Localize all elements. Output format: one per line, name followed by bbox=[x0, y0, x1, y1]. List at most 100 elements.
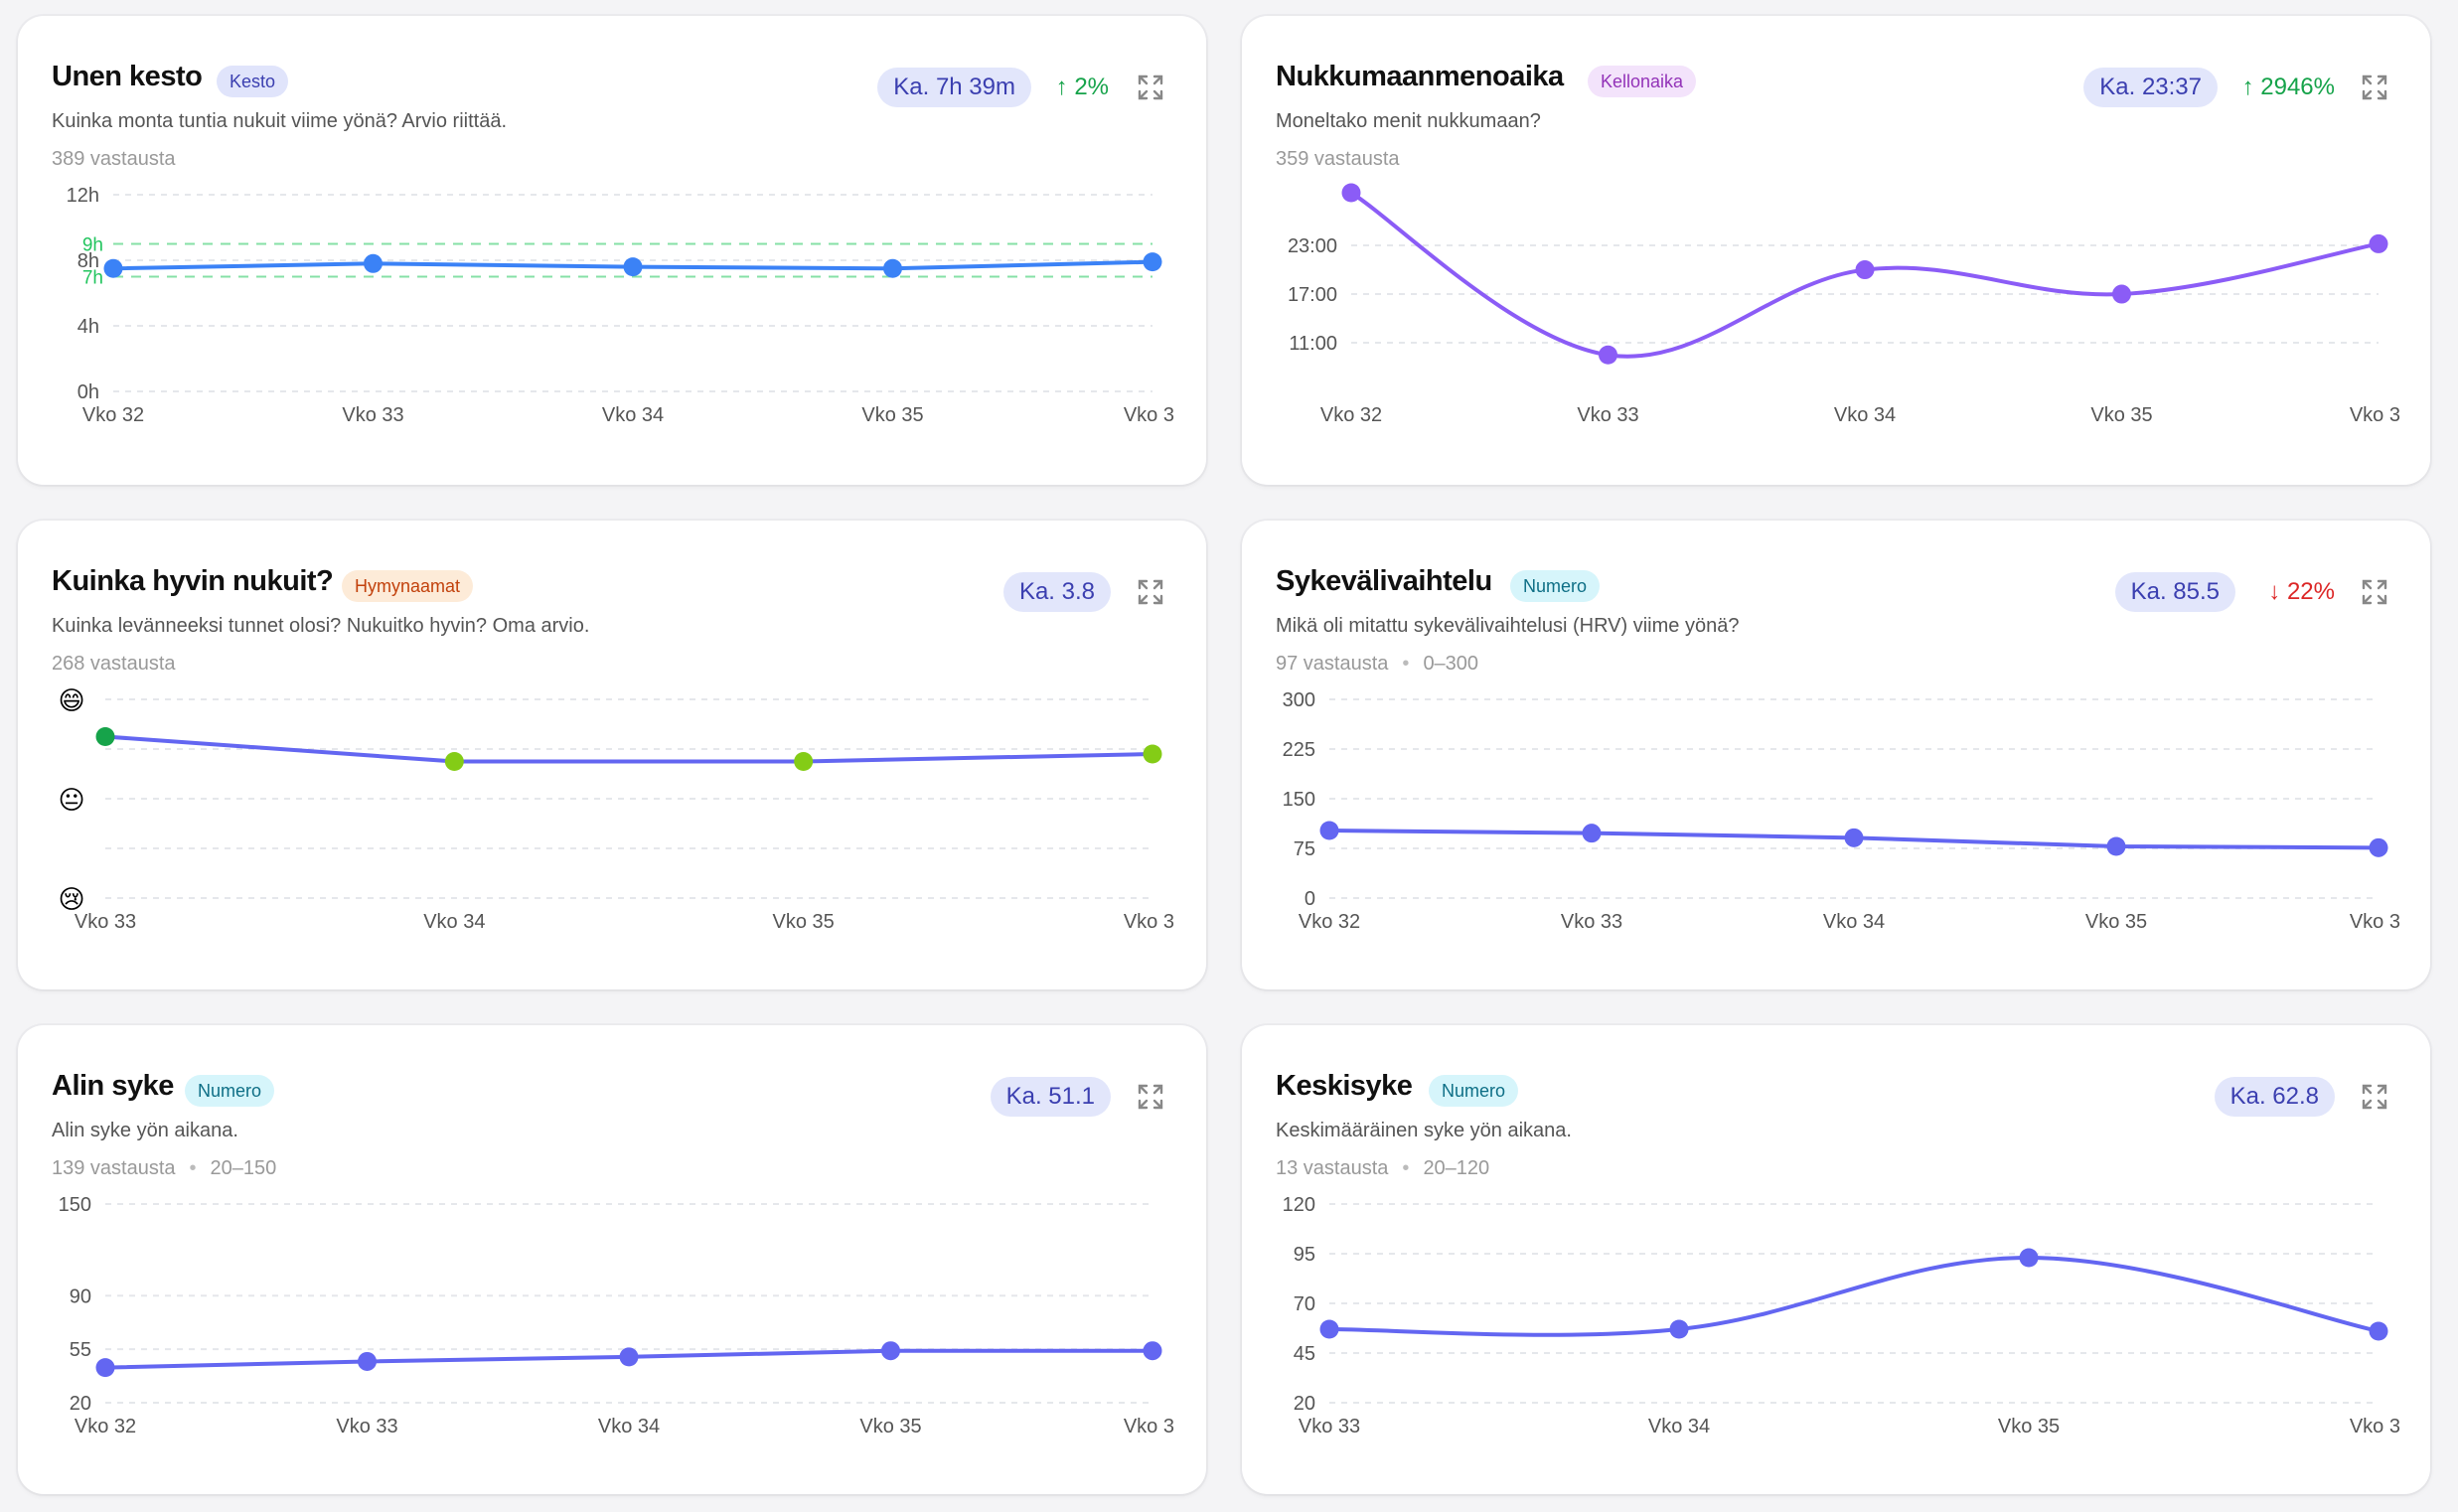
trend-value: 2% bbox=[1074, 74, 1109, 100]
data-point[interactable] bbox=[2369, 837, 2388, 857]
data-point[interactable] bbox=[1143, 744, 1162, 764]
data-point[interactable] bbox=[444, 752, 464, 771]
card-title: Sykevälivaihtelu bbox=[1276, 565, 1492, 597]
data-point[interactable] bbox=[1143, 252, 1162, 272]
data-point[interactable] bbox=[1669, 1319, 1689, 1339]
y-tick-label: 70 bbox=[1294, 1293, 1315, 1315]
data-point[interactable] bbox=[2019, 1248, 2039, 1268]
x-tick-label: Vko 3 bbox=[1124, 911, 1174, 933]
chart-card-average-heart-rate: Keskisyke Numero Keskimääräinen syke yön… bbox=[1242, 1025, 2430, 1494]
series-line bbox=[1327, 1255, 2381, 1337]
separator-dot: • bbox=[189, 1157, 197, 1179]
data-point[interactable] bbox=[1319, 1319, 1339, 1339]
x-tick-label: Vko 33 bbox=[336, 1416, 397, 1437]
y-tick-label: 20 bbox=[1294, 1393, 1315, 1415]
x-tick-label: Vko 33 bbox=[1299, 1416, 1360, 1437]
data-point[interactable] bbox=[1844, 828, 1864, 847]
data-point[interactable] bbox=[1582, 824, 1602, 843]
card-meta: 97 vastausta • 0–300 bbox=[1276, 653, 1478, 676]
x-tick-label: Vko 35 bbox=[2090, 404, 2152, 426]
x-tick-label: Vko 34 bbox=[598, 1416, 660, 1437]
card-description: Keskimääräinen syke yön aikana. bbox=[1276, 1120, 1572, 1141]
response-count: 139 vastausta bbox=[52, 1157, 176, 1179]
card-meta: 139 vastausta • 20–150 bbox=[52, 1157, 276, 1180]
x-tick-label: Vko 34 bbox=[423, 911, 485, 933]
x-tick-label: Vko 32 bbox=[75, 1416, 136, 1437]
data-point[interactable] bbox=[881, 1341, 900, 1361]
y-tick-label: 8h bbox=[77, 250, 99, 272]
separator-dot: • bbox=[1402, 653, 1410, 675]
average-badge: Ka. 62.8 bbox=[2214, 1077, 2335, 1117]
card-description: Alin syke yön aikana. bbox=[52, 1120, 238, 1141]
y-tick-label: 55 bbox=[70, 1339, 91, 1361]
data-point[interactable] bbox=[95, 727, 115, 746]
x-tick-label: Vko 3 bbox=[1124, 1416, 1174, 1437]
y-tick-label: 😄 bbox=[58, 685, 84, 715]
trend-value: 22% bbox=[2286, 578, 2335, 605]
y-tick-label: 150 bbox=[1283, 789, 1315, 811]
y-tick-label: 90 bbox=[70, 1285, 91, 1307]
data-point[interactable] bbox=[2106, 836, 2126, 856]
separator-dot: • bbox=[1402, 1157, 1410, 1179]
response-count: 13 vastausta bbox=[1276, 1157, 1389, 1179]
average-badge: Ka. 3.8 bbox=[1002, 572, 1111, 612]
data-point[interactable] bbox=[2112, 284, 2131, 304]
x-tick-label: Vko 3 bbox=[2350, 404, 2400, 426]
reference-label: 9h bbox=[82, 235, 103, 256]
average-badge: Ka. 7h 39m bbox=[877, 68, 1031, 107]
expand-icon[interactable] bbox=[1137, 578, 1164, 606]
data-point[interactable] bbox=[1855, 260, 1875, 280]
card-description: Kuinka monta tuntia nukuit viime yönä? A… bbox=[52, 110, 508, 132]
expand-icon[interactable] bbox=[2361, 578, 2388, 606]
card-description: Mikä oli mitattu sykevälivaihtelusi (HRV… bbox=[1276, 615, 1740, 637]
expand-icon[interactable] bbox=[1137, 74, 1164, 101]
card-title: Keskisyke bbox=[1276, 1070, 1413, 1102]
x-tick-label: Vko 32 bbox=[1299, 911, 1360, 933]
data-point[interactable] bbox=[1341, 183, 1361, 203]
y-tick-label: 120 bbox=[1283, 1194, 1315, 1216]
y-tick-label: 😢 bbox=[58, 884, 84, 914]
x-tick-label: Vko 35 bbox=[1998, 1416, 2060, 1437]
card-title: Unen kesto bbox=[52, 61, 203, 92]
data-point[interactable] bbox=[1319, 821, 1339, 840]
data-point[interactable] bbox=[2369, 233, 2388, 253]
data-point[interactable] bbox=[619, 1347, 639, 1367]
data-point[interactable] bbox=[358, 1351, 377, 1371]
data-point[interactable] bbox=[794, 752, 814, 771]
expand-icon[interactable] bbox=[1137, 1083, 1164, 1111]
card-description: Moneltako menit nukkumaan? bbox=[1276, 110, 1541, 132]
x-tick-label: Vko 35 bbox=[861, 404, 923, 426]
value-range: 0–300 bbox=[1423, 653, 1479, 675]
y-tick-label: 95 bbox=[1294, 1244, 1315, 1266]
data-point[interactable] bbox=[2369, 1321, 2388, 1341]
chart-card-lowest-heart-rate: Alin syke Numero Alin syke yön aikana. 1… bbox=[18, 1025, 1206, 1494]
x-tick-label: Vko 32 bbox=[82, 404, 144, 426]
chart-card-hrv: Sykevälivaihtelu Numero Mikä oli mitattu… bbox=[1242, 521, 2430, 989]
expand-icon[interactable] bbox=[2361, 74, 2388, 101]
series-line bbox=[103, 734, 1154, 764]
x-tick-label: Vko 34 bbox=[1823, 911, 1885, 933]
value-range: 20–150 bbox=[210, 1157, 277, 1179]
x-tick-label: Vko 33 bbox=[342, 404, 403, 426]
data-point[interactable] bbox=[103, 258, 123, 278]
type-badge: Hymynaamat bbox=[342, 570, 474, 602]
card-meta: 359 vastausta bbox=[1276, 148, 1400, 171]
data-point[interactable] bbox=[623, 257, 643, 277]
y-tick-label: 0 bbox=[1305, 888, 1315, 910]
data-point[interactable] bbox=[1599, 345, 1617, 365]
x-tick-label: Vko 34 bbox=[602, 404, 664, 426]
y-tick-label: 300 bbox=[1283, 689, 1315, 711]
type-badge: Kesto bbox=[217, 66, 289, 97]
type-badge: Numero bbox=[185, 1075, 275, 1107]
y-tick-label: 11:00 bbox=[1289, 333, 1337, 355]
card-title: Alin syke bbox=[52, 1070, 174, 1102]
x-tick-label: Vko 35 bbox=[773, 911, 835, 933]
data-point[interactable] bbox=[95, 1358, 115, 1378]
bedtime-chart: 23:00 17:00 11:00 Vko 32 Vko 33 Vko 34 Vko 35 V… bbox=[1288, 183, 2400, 426]
data-point[interactable] bbox=[1143, 1341, 1162, 1361]
expand-icon[interactable] bbox=[2361, 1083, 2388, 1111]
card-description: Kuinka levänneeksi tunnet olosi? Nukuitk… bbox=[52, 615, 590, 637]
data-point[interactable] bbox=[883, 258, 902, 278]
data-point[interactable] bbox=[364, 253, 383, 273]
